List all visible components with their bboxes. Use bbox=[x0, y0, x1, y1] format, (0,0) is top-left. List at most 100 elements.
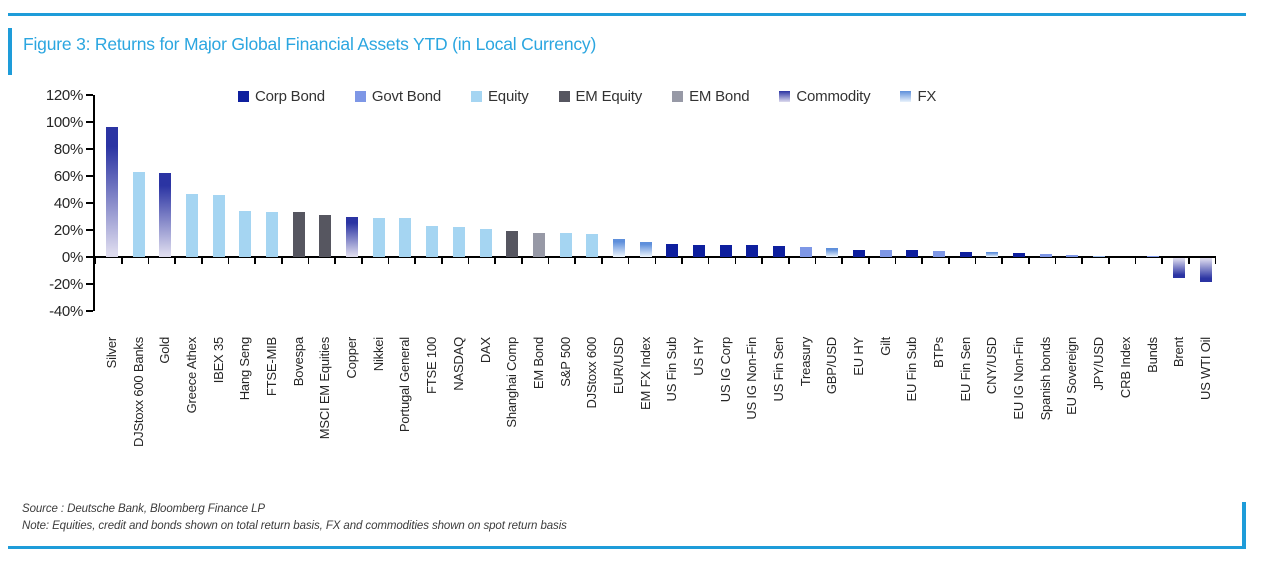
legend-item: Commodity bbox=[779, 88, 871, 105]
x-tick bbox=[281, 258, 283, 264]
x-axis-label: Silver bbox=[104, 337, 119, 369]
x-axis-label: EU Fin Sub bbox=[904, 337, 920, 402]
x-axis-label: US WTI Oil bbox=[1197, 337, 1213, 400]
y-tick bbox=[86, 121, 93, 123]
x-axis-label: Portugal General bbox=[397, 337, 413, 433]
bar bbox=[1199, 258, 1212, 283]
x-tick bbox=[94, 258, 96, 264]
y-axis-line bbox=[93, 95, 96, 311]
x-axis-label: FTSE-MIB bbox=[264, 337, 280, 397]
legend-label: EM Equity bbox=[575, 88, 643, 105]
x-axis-label: IBEX 35 bbox=[210, 337, 226, 384]
note-text: Note: Equities, credit and bonds shown o… bbox=[22, 520, 567, 532]
x-tick bbox=[174, 258, 176, 264]
y-tick bbox=[86, 175, 93, 177]
x-axis-label: GBP/USD bbox=[824, 337, 840, 395]
x-tick bbox=[494, 258, 497, 264]
x-tick bbox=[254, 258, 256, 264]
y-tick-label: 60% bbox=[53, 168, 83, 185]
legend-swatch-icon bbox=[354, 91, 366, 102]
bar bbox=[532, 232, 545, 257]
x-tick bbox=[467, 258, 470, 264]
legend-swatch-icon bbox=[900, 91, 912, 102]
bar bbox=[346, 216, 359, 257]
y-tick bbox=[86, 283, 93, 285]
x-tick bbox=[681, 258, 683, 264]
y-tick-label: 20% bbox=[53, 222, 83, 239]
x-tick bbox=[574, 258, 577, 264]
y-tick bbox=[86, 148, 93, 150]
x-tick bbox=[654, 258, 657, 264]
bar bbox=[132, 171, 145, 257]
bar bbox=[452, 227, 465, 257]
legend-label: FX bbox=[917, 88, 937, 105]
x-axis-label: EM Bond bbox=[530, 337, 546, 390]
legend-item: Equity bbox=[471, 88, 529, 105]
legend-swatch-icon bbox=[779, 91, 791, 102]
bar bbox=[559, 232, 572, 257]
legend-label: Govt Bond bbox=[371, 88, 441, 105]
bar bbox=[746, 244, 759, 257]
x-axis-label: EU Sovereign bbox=[1064, 337, 1080, 415]
y-tick bbox=[86, 310, 93, 312]
x-tick bbox=[120, 258, 123, 264]
x-axis-label: NASDAQ bbox=[450, 337, 466, 391]
x-tick bbox=[547, 258, 550, 264]
x-axis-label: EU Fin Sen bbox=[957, 337, 973, 402]
bar bbox=[399, 217, 412, 257]
x-axis-label: EU HY bbox=[851, 337, 867, 376]
bar bbox=[612, 239, 625, 257]
x-tick bbox=[787, 258, 790, 264]
bar bbox=[1173, 258, 1186, 279]
bar bbox=[292, 212, 305, 257]
x-tick bbox=[227, 258, 230, 264]
y-tick bbox=[86, 256, 93, 258]
bar bbox=[799, 246, 812, 257]
x-axis-label: DJStoxx 600 Banks bbox=[130, 337, 146, 448]
bar bbox=[826, 248, 839, 257]
x-axis-label: Spanish bonds bbox=[1037, 337, 1053, 421]
bar bbox=[186, 193, 199, 257]
legend-item: Corp Bond bbox=[238, 88, 325, 105]
x-tick bbox=[307, 258, 310, 264]
x-axis-label: CRB Index bbox=[1117, 337, 1133, 399]
x-tick bbox=[627, 258, 630, 264]
bar bbox=[1093, 255, 1106, 257]
x-axis-label: Nikkei bbox=[370, 337, 386, 372]
bar bbox=[106, 127, 118, 257]
x-tick bbox=[521, 258, 523, 264]
x-axis-label: DAX bbox=[477, 337, 493, 364]
title-accent-bar bbox=[8, 28, 12, 75]
x-axis-label: EM FX Index bbox=[637, 337, 653, 410]
bar bbox=[586, 234, 599, 257]
bar bbox=[773, 245, 785, 257]
legend-swatch-icon bbox=[558, 91, 570, 102]
legend-item: EM Equity bbox=[558, 88, 643, 105]
y-tick-label: 100% bbox=[45, 114, 83, 131]
x-tick bbox=[1028, 258, 1030, 264]
x-axis-label: Gold bbox=[157, 337, 173, 364]
bar bbox=[959, 251, 972, 257]
x-axis-label: Shanghai Comp bbox=[504, 337, 520, 428]
bar bbox=[666, 243, 679, 257]
source-text: Source : Deutsche Bank, Bloomberg Financ… bbox=[22, 503, 265, 515]
x-tick bbox=[200, 258, 203, 264]
y-tick bbox=[86, 94, 93, 96]
x-tick bbox=[974, 258, 977, 264]
bar bbox=[692, 244, 705, 257]
x-axis-label: US IG Corp bbox=[717, 337, 733, 403]
x-tick bbox=[601, 258, 603, 264]
x-tick bbox=[1081, 258, 1083, 264]
x-tick bbox=[1214, 258, 1217, 264]
legend-label: EM Bond bbox=[689, 88, 750, 105]
y-tick-label: 80% bbox=[53, 141, 83, 158]
bar bbox=[1066, 254, 1079, 257]
x-axis-label: Treasury bbox=[797, 337, 813, 387]
bar bbox=[1146, 256, 1159, 257]
y-tick bbox=[86, 202, 93, 204]
y-tick-label: -40% bbox=[49, 303, 83, 320]
x-tick bbox=[147, 258, 150, 264]
y-tick-label: -20% bbox=[49, 276, 83, 293]
x-axis-label: US IG Non-Fin bbox=[744, 337, 760, 420]
